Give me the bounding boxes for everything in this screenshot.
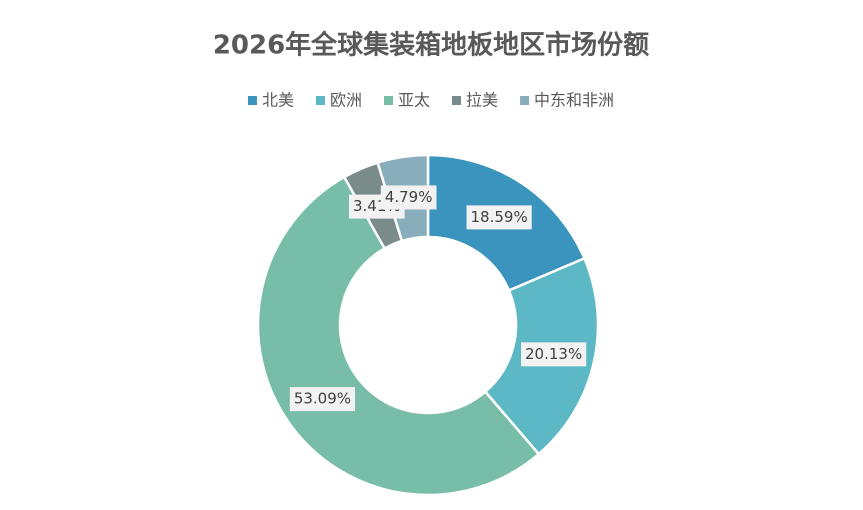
data-label-text: 4.79% — [385, 188, 433, 206]
data-label: 53.09% — [289, 387, 356, 412]
legend-label: 亚太 — [398, 91, 430, 110]
legend-label: 中东和非洲 — [534, 91, 614, 110]
legend-label: 欧洲 — [330, 91, 362, 110]
data-label-box — [289, 387, 356, 412]
legend-swatch — [520, 96, 530, 105]
data-label-text: 20.13% — [525, 345, 582, 363]
data-label: 4.79% — [380, 185, 437, 210]
data-label-text: 53.09% — [294, 390, 351, 408]
data-label-box — [380, 185, 437, 210]
slice — [256, 175, 541, 497]
data-label: 20.13% — [521, 342, 587, 367]
legend-swatch — [452, 96, 462, 105]
data-label-box — [466, 205, 532, 230]
legend: 北美 欧洲 亚太 拉美 中东和非洲 — [247, 91, 614, 110]
data-label: 18.59% — [466, 205, 532, 230]
data-label-text: 18.59% — [471, 208, 528, 226]
legend-label: 北美 — [262, 91, 294, 110]
legend-swatch — [315, 96, 325, 105]
legend-swatch — [383, 96, 393, 105]
legend-label: 拉美 — [466, 91, 498, 110]
data-label-box — [521, 342, 587, 367]
legend-swatch — [247, 96, 257, 105]
chart-title: 2026年全球集装箱地板地区市场份额 — [213, 30, 649, 61]
